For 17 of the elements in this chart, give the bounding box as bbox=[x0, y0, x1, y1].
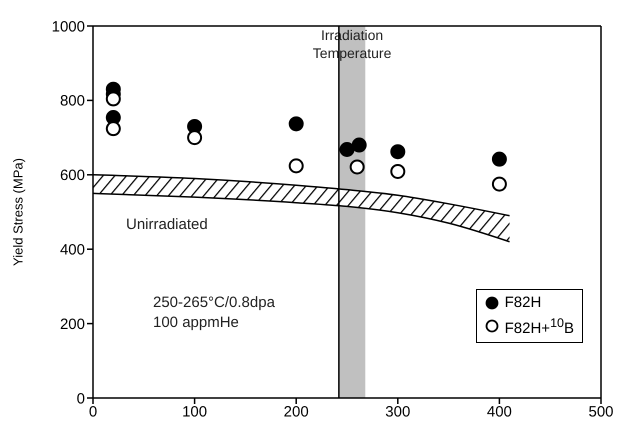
x-tick-label: 500 bbox=[588, 404, 614, 421]
legend-label: F82H+$^{10}$B bbox=[504, 315, 574, 339]
y-tick-label: 200 bbox=[60, 316, 85, 333]
x-tick-label: 200 bbox=[284, 404, 309, 421]
legend-label: F82H bbox=[504, 293, 542, 313]
y-tick-label: 1000 bbox=[52, 18, 85, 36]
y-axis-title: Yield Stress (MPa) bbox=[10, 158, 26, 266]
annotation: Unirradiated bbox=[126, 215, 208, 235]
x-tick-label: 400 bbox=[486, 404, 512, 421]
y-tick-label: 0 bbox=[76, 390, 85, 408]
y-tick-label: 800 bbox=[60, 92, 85, 110]
annotation: 250-265°C/0.8dpa 100 appmHe bbox=[153, 293, 275, 333]
x-tick-label: 0 bbox=[88, 404, 98, 421]
x-tick-label: 300 bbox=[385, 404, 410, 421]
y-tick-label: 600 bbox=[60, 167, 85, 184]
x-tick-label: 100 bbox=[182, 404, 208, 421]
y-tick-label: 400 bbox=[60, 242, 85, 259]
